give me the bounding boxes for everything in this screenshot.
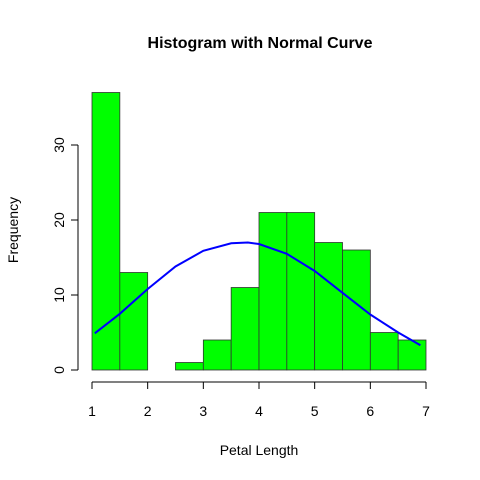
- x-tick-label-7: 7: [422, 403, 430, 419]
- y-tick-label-30: 30: [51, 137, 67, 153]
- x-tick-label-2: 2: [144, 403, 152, 419]
- bars-layer: [92, 93, 426, 371]
- histogram-bar-11: [398, 340, 426, 370]
- y-axis: 0 10 20 30: [51, 137, 78, 374]
- histogram-bar-5: [231, 288, 259, 371]
- x-tick-label-4: 4: [255, 403, 263, 419]
- histogram-bar-8: [315, 243, 343, 371]
- y-tick-label-0: 0: [51, 366, 67, 374]
- histogram-bar-4: [203, 340, 231, 370]
- histogram-bar-6: [259, 213, 287, 371]
- chart-title: Histogram with Normal Curve: [148, 35, 373, 52]
- histogram-bar-10: [370, 333, 398, 371]
- x-tick-label-1: 1: [88, 403, 96, 419]
- x-axis: 1 2 3 4 5 6 7: [88, 382, 430, 419]
- x-axis-label: Petal Length: [220, 442, 299, 458]
- x-tick-label-6: 6: [366, 403, 374, 419]
- histogram-bar-0: [92, 93, 120, 371]
- x-tick-label-3: 3: [199, 403, 207, 419]
- y-axis-label: Frequency: [5, 197, 21, 263]
- histogram-bar-3: [176, 363, 204, 371]
- y-tick-label-20: 20: [51, 212, 67, 228]
- histogram-bar-7: [287, 213, 315, 371]
- histogram-bar-1: [120, 273, 148, 371]
- x-tick-label-5: 5: [311, 403, 319, 419]
- y-tick-label-10: 10: [51, 287, 67, 303]
